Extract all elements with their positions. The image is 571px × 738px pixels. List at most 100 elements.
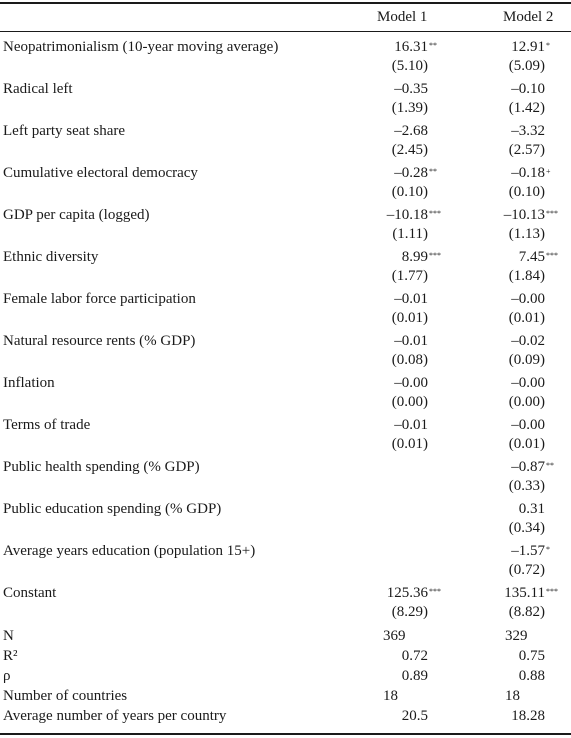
coefficient-m2: 12.91 * [511, 38, 550, 57]
coefficient-value: 12.91 [511, 39, 545, 55]
standard-error-m1: (1.77) [391, 268, 428, 284]
coefficient-value: 16.31 [394, 39, 428, 55]
row-label: Ethnic diversity [3, 249, 99, 265]
coefficient-value: –0.00 [511, 417, 545, 433]
standard-error-m2: (5.09) [508, 58, 545, 74]
coefficient-value: –0.00 [394, 375, 428, 391]
coefficient-m2: 0.31 [519, 500, 545, 519]
significance-stars: + [546, 167, 551, 176]
coefficient-m1: 125.36 *** [386, 584, 441, 603]
coefficient-value: –3.32 [511, 123, 545, 139]
coefficient-m2: 7.45 *** [518, 248, 558, 267]
coefficient-value: –0.00 [511, 291, 545, 307]
significance-stars: *** [546, 587, 558, 596]
stat-value-m2: 18 [505, 688, 520, 704]
standard-error-m1: (1.39) [391, 100, 428, 116]
row-label: Average years education (population 15+) [3, 543, 256, 559]
coefficient-value: 8.99 [401, 249, 428, 265]
coefficient-m2: –0.02 [511, 332, 545, 351]
standard-error-m2: (2.57) [508, 142, 545, 158]
row-label: Terms of trade [3, 417, 91, 433]
standard-error-m1: (5.10) [391, 58, 428, 74]
header-model-2: Model 2 [503, 9, 554, 25]
coefficient-value: 0.31 [518, 501, 545, 517]
coefficient-value: –0.35 [394, 81, 428, 97]
coefficient-m2: –1.57 * [511, 542, 550, 561]
standard-error-m1: (1.11) [392, 226, 428, 242]
stat-label: N [3, 628, 14, 644]
coefficient-m1: –10.18 *** [386, 206, 441, 225]
stat-value-m2: 329 [505, 628, 528, 644]
coefficient-m1: –0.01 [394, 332, 428, 351]
stat-value-m2: 0.75 [518, 648, 545, 664]
coefficient-m1: –0.01 [394, 416, 428, 435]
coefficient-value: –0.01 [394, 333, 428, 349]
significance-stars: *** [429, 587, 441, 596]
standard-error-m2: (0.10) [508, 184, 545, 200]
coefficient-m2: –0.00 [511, 374, 545, 393]
coefficient-m2: –0.18 + [511, 164, 550, 183]
significance-stars: * [546, 41, 550, 50]
standard-error-m2: (0.01) [508, 310, 545, 326]
coefficient-value: –0.10 [511, 81, 545, 97]
row-label: Public education spending (% GDP) [3, 501, 222, 517]
coefficient-m1: –0.01 [394, 290, 428, 309]
stat-value-m2: 0.88 [518, 668, 545, 684]
standard-error-m2: (1.84) [508, 268, 545, 284]
coefficient-value: –0.01 [394, 417, 428, 433]
coefficient-value: –2.68 [394, 123, 428, 139]
bottom-rule [0, 733, 571, 735]
significance-stars: *** [546, 209, 558, 218]
stat-value-m1: 0.89 [401, 668, 428, 684]
significance-stars: ** [429, 167, 437, 176]
stat-label: R² [3, 648, 18, 664]
coefficient-value: 7.45 [518, 249, 545, 265]
standard-error-m1: (0.01) [391, 310, 428, 326]
stat-label: ρ [3, 668, 11, 684]
standard-error-m2: (1.13) [508, 226, 545, 242]
coefficient-value: –0.87 [511, 459, 545, 475]
coefficient-value: –0.28 [394, 165, 428, 181]
standard-error-m2: (0.34) [508, 520, 545, 536]
header-model-1: Model 1 [377, 9, 428, 25]
standard-error-m1: (0.10) [391, 184, 428, 200]
coefficient-m2: –10.13 *** [504, 206, 558, 225]
coefficient-value: –10.18 [386, 207, 428, 223]
coefficient-value: 135.11 [504, 585, 545, 601]
standard-error-m2: (0.01) [508, 436, 545, 452]
row-label: Natural resource rents (% GDP) [3, 333, 196, 349]
standard-error-m2: (8.82) [508, 604, 545, 620]
coefficient-m1: –0.35 [394, 80, 428, 99]
significance-stars: *** [429, 209, 441, 218]
row-label: Cumulative electoral democracy [3, 165, 198, 181]
standard-error-m2: (0.09) [508, 352, 545, 368]
significance-stars: ** [546, 461, 554, 470]
stat-value-m1: 18 [383, 688, 398, 704]
coefficient-m2: –0.87 ** [511, 458, 554, 477]
coefficient-m2: –3.32 [511, 122, 545, 141]
coefficient-m2: –0.10 [511, 80, 545, 99]
significance-stars: * [546, 545, 550, 554]
stat-value-m1: 369 [383, 628, 406, 644]
stat-value-m1: 0.72 [401, 648, 428, 664]
header-rule [0, 31, 571, 32]
row-label: Female labor force participation [3, 291, 196, 307]
coefficient-value: –0.02 [511, 333, 545, 349]
stat-label: Number of countries [3, 688, 128, 704]
coefficient-value: –1.57 [511, 543, 545, 559]
standard-error-m2: (1.42) [508, 100, 545, 116]
coefficient-value: –0.01 [394, 291, 428, 307]
coefficient-m1: 8.99 *** [401, 248, 441, 267]
coefficient-m2: 135.11 *** [504, 584, 558, 603]
row-label: Neopatrimonialism (10-year moving averag… [3, 39, 279, 55]
coefficient-m1: –0.28 ** [394, 164, 437, 183]
coefficient-value: –0.00 [511, 375, 545, 391]
significance-stars: ** [429, 41, 437, 50]
coefficient-value: 125.36 [386, 585, 428, 601]
coefficient-m1: –0.00 [394, 374, 428, 393]
stat-value-m2: 18.28 [511, 708, 545, 724]
coefficient-m1: –2.68 [394, 122, 428, 141]
standard-error-m1: (2.45) [391, 142, 428, 158]
row-label: Radical left [3, 81, 73, 97]
coefficient-m2: –0.00 [511, 290, 545, 309]
